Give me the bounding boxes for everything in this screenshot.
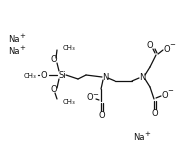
- Text: +: +: [144, 131, 150, 137]
- Text: O: O: [87, 94, 93, 103]
- Text: O: O: [147, 41, 153, 49]
- Text: Na: Na: [133, 134, 145, 142]
- Text: CH₃: CH₃: [63, 99, 76, 105]
- Text: O: O: [152, 108, 158, 118]
- Text: Na: Na: [8, 48, 20, 56]
- Text: O: O: [41, 70, 47, 80]
- Text: +: +: [19, 45, 25, 51]
- Text: CH₃: CH₃: [63, 45, 76, 51]
- Text: O: O: [51, 55, 57, 65]
- Text: +: +: [19, 33, 25, 39]
- Text: Na: Na: [8, 35, 20, 45]
- Text: O: O: [51, 86, 57, 94]
- Text: CH₃: CH₃: [24, 73, 36, 79]
- Text: O: O: [162, 90, 168, 100]
- Text: −: −: [167, 88, 173, 94]
- Text: O: O: [99, 111, 105, 119]
- Text: −: −: [92, 92, 98, 98]
- Text: O: O: [164, 45, 170, 53]
- Text: −: −: [169, 42, 175, 48]
- Text: N: N: [139, 73, 145, 82]
- Text: Si: Si: [58, 70, 66, 80]
- Text: N: N: [102, 73, 108, 82]
